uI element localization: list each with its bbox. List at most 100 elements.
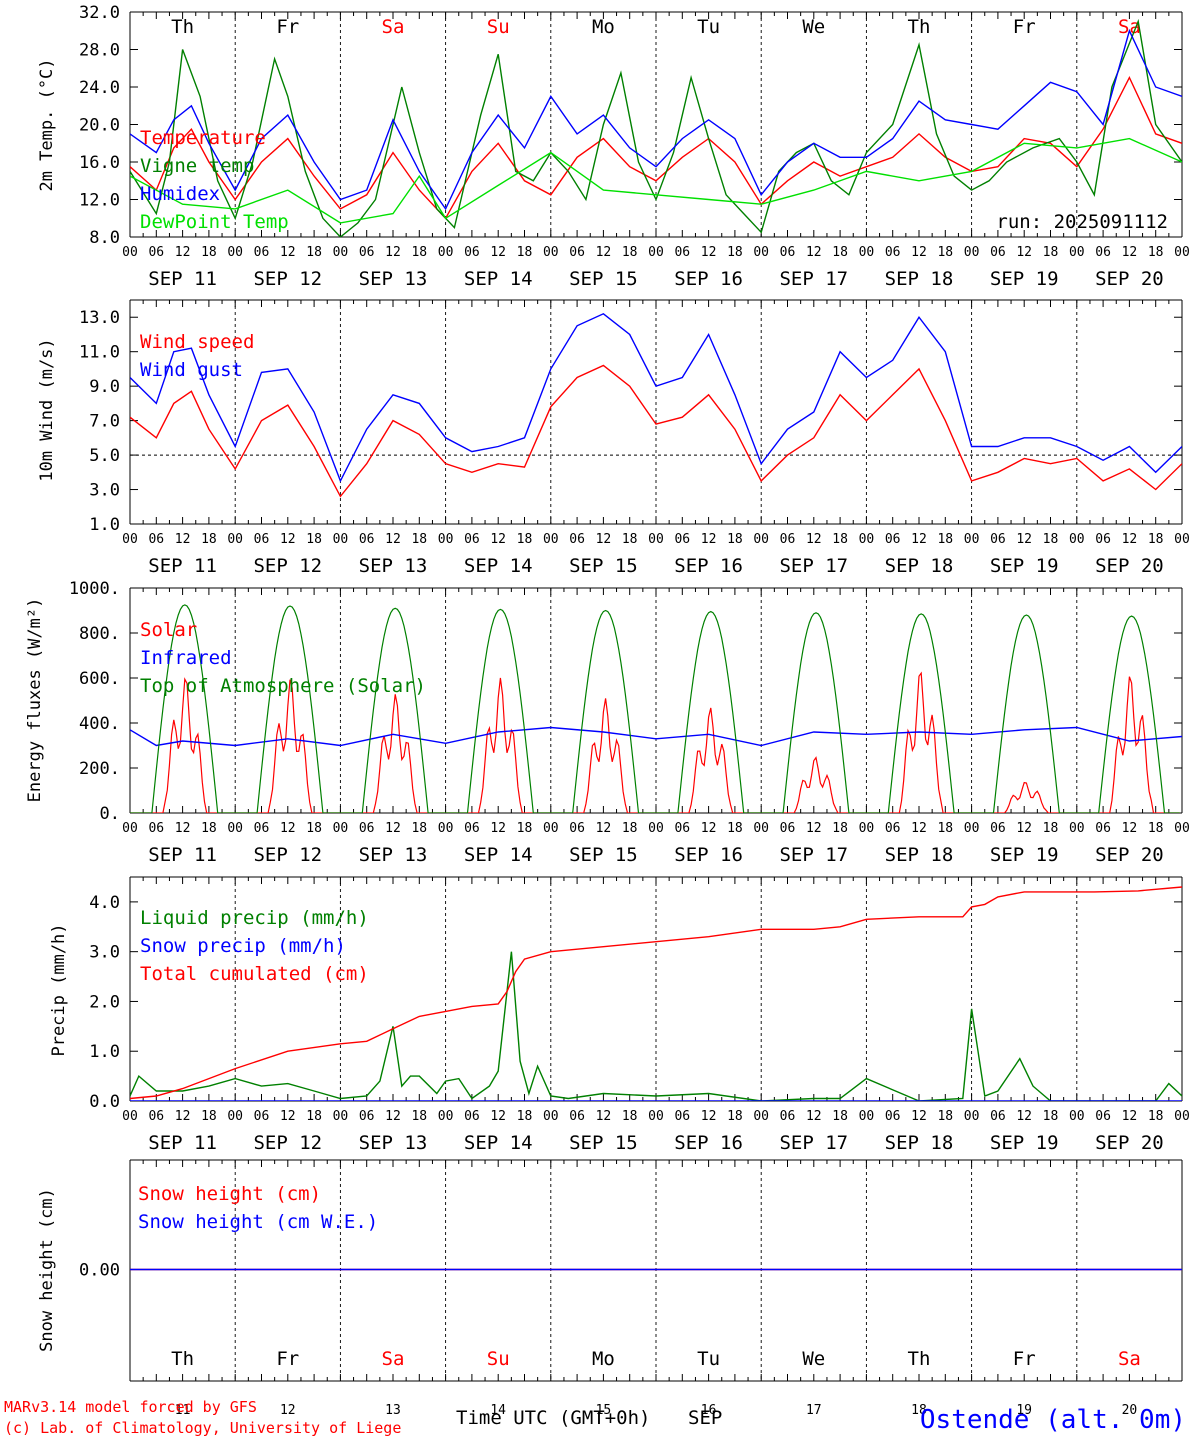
x-hour-label: 06 <box>359 245 375 260</box>
y-tick-label: 3.0 <box>89 943 120 963</box>
weekday-label: Su <box>487 1348 510 1370</box>
run-label: run: 2025091112 <box>996 211 1168 233</box>
x-date-label: SEP 12 <box>253 555 322 577</box>
plot-area <box>130 604 1182 813</box>
snow-legend: Snow height (cm) Snow height (cm W.E.) <box>138 1183 378 1233</box>
x-hour-label: 00 <box>333 532 349 547</box>
legend-infrared: Infrared <box>140 647 232 669</box>
x-hour-label: 18 <box>937 245 953 260</box>
x-hour-label: 00 <box>438 532 454 547</box>
x-hour-label: 06 <box>464 245 480 260</box>
x-date-label: SEP 15 <box>569 268 638 290</box>
x-hour-label: 06 <box>569 1109 585 1124</box>
x-hour-label: 06 <box>780 821 796 836</box>
y-tick-label: 0. <box>100 804 120 824</box>
x-hour-label: 12 <box>596 532 612 547</box>
x-hour-label: 06 <box>254 532 270 547</box>
x-hour-label: 00 <box>964 245 980 260</box>
series-temperature <box>130 76 1182 220</box>
y-tick-label: 20.0 <box>79 116 120 136</box>
x-hour-label: 06 <box>674 532 690 547</box>
panel-1: 1.0 3.0 5.0 7.0 9.0 11.0 13.0 00 06 12 18 SEP 11 00 0… <box>79 299 1190 577</box>
x-hour-label: 12 <box>806 245 822 260</box>
x-hour-label: 06 <box>885 821 901 836</box>
series-liquid-precip-mm-h- <box>130 951 1182 1101</box>
x-hour-label: 12 <box>280 1109 296 1124</box>
weekday-label: Su <box>487 16 510 38</box>
x-date-label: SEP 13 <box>359 555 428 577</box>
x-hour-label: 00 <box>122 532 138 547</box>
x-hour-label: 18 <box>201 1109 217 1124</box>
x-hour-label: 06 <box>359 821 375 836</box>
x-hour-label: 18 <box>411 821 427 836</box>
series-vigne-temp <box>130 18 1182 237</box>
x-day-number: 19 <box>1016 1403 1032 1418</box>
x-hour-label: 00 <box>1069 1109 1085 1124</box>
weekday-label: Sa <box>382 16 405 38</box>
x-hour-label: 00 <box>648 245 664 260</box>
x-hour-label: 06 <box>464 1109 480 1124</box>
y-tick-label: 4.0 <box>89 893 120 913</box>
x-hour-label: 18 <box>306 821 322 836</box>
x-date-label: SEP 12 <box>253 268 322 290</box>
x-hour-label: 12 <box>175 1109 191 1124</box>
x-hour-label: 18 <box>306 532 322 547</box>
weekday-label: We <box>802 1348 825 1370</box>
x-hour-label: 18 <box>1043 821 1059 836</box>
legend-total-cumulated: Total cumulated (cm) <box>140 963 369 985</box>
weekday-label: Mo <box>592 1348 615 1370</box>
x-hour-label: 18 <box>1043 245 1059 260</box>
month-label: SEP <box>688 1407 722 1429</box>
x-hour-label: 00 <box>859 245 875 260</box>
x-hour-label: 12 <box>806 821 822 836</box>
y-tick-label: 3.0 <box>89 481 120 501</box>
x-hour-label: 00 <box>438 1109 454 1124</box>
x-date-label: SEP 19 <box>990 844 1059 866</box>
series-infrared <box>130 726 1182 747</box>
x-day-number: 13 <box>385 1403 401 1418</box>
x-hour-label: 00 <box>753 1109 769 1124</box>
series-wind-speed <box>130 364 1182 498</box>
x-date-label: SEP 19 <box>990 268 1059 290</box>
x-date-label: SEP 11 <box>148 268 217 290</box>
x-hour-label: 18 <box>201 532 217 547</box>
x-hour-label: 06 <box>148 245 164 260</box>
wind-ylabel: 10m Wind (m/s) <box>37 338 57 481</box>
x-date-label: SEP 18 <box>885 844 954 866</box>
x-day-number: 16 <box>701 1403 717 1418</box>
x-date-label: SEP 11 <box>148 844 217 866</box>
x-hour-label: 18 <box>411 245 427 260</box>
x-date-label: SEP 17 <box>779 555 848 577</box>
x-hour-label: 00 <box>438 821 454 836</box>
x-date-label: SEP 18 <box>885 555 954 577</box>
x-hour-label: 18 <box>622 245 638 260</box>
legend-liquid-precip: Liquid precip (mm/h) <box>140 907 369 929</box>
y-tick-label: 400. <box>79 714 120 734</box>
x-hour-label: 12 <box>701 1109 717 1124</box>
x-date-label: SEP 14 <box>464 1132 533 1154</box>
x-hour-label: 18 <box>1148 245 1164 260</box>
x-hour-label: 00 <box>333 821 349 836</box>
y-tick-label: 0.00 <box>79 1261 120 1281</box>
weekday-label: Th <box>908 1348 931 1370</box>
legend-snow-height: Snow height (cm) <box>138 1183 321 1205</box>
y-tick-label: 13.0 <box>79 308 120 328</box>
x-hour-label: 00 <box>1174 821 1190 836</box>
x-hour-label: 12 <box>490 532 506 547</box>
time-axis-label: Time UTC (GMT+0h) <box>456 1407 650 1429</box>
x-date-label: SEP 20 <box>1095 1132 1164 1154</box>
x-hour-label: 06 <box>780 1109 796 1124</box>
y-tick-label: 1.0 <box>89 515 120 535</box>
x-hour-label: 00 <box>227 821 243 836</box>
y-tick-label: 5.0 <box>89 446 120 466</box>
weekday-label: Mo <box>592 16 615 38</box>
x-day-number: 17 <box>806 1403 822 1418</box>
x-hour-label: 06 <box>780 532 796 547</box>
precip-legend: Liquid precip (mm/h) Snow precip (mm/h) … <box>140 907 369 985</box>
x-date-label: SEP 20 <box>1095 268 1164 290</box>
x-hour-label: 00 <box>122 245 138 260</box>
legend-snow-height-we: Snow height (cm W.E.) <box>138 1211 378 1233</box>
weekday-label: Tu <box>697 1348 720 1370</box>
lab-credit: (c) Lab. of Climatology, University of L… <box>4 1419 401 1437</box>
y-tick-label: 8.0 <box>89 228 120 248</box>
